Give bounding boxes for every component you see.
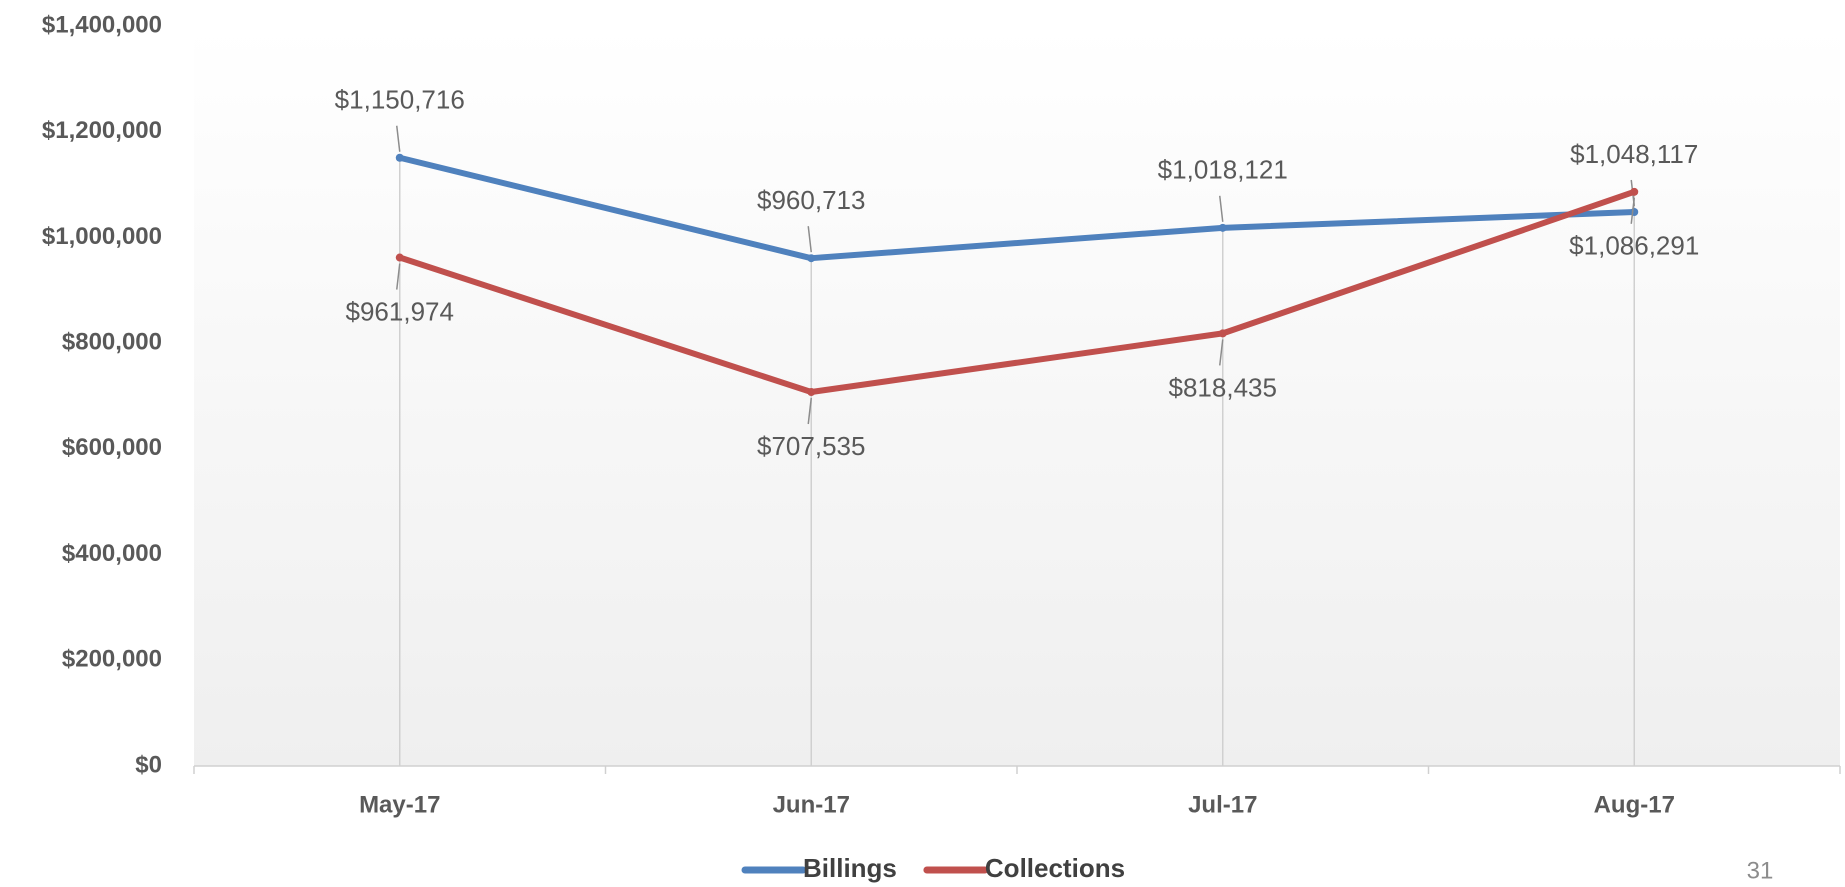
data-label: $960,713	[757, 185, 865, 215]
data-point	[1218, 329, 1227, 338]
legend-label: Collections	[985, 853, 1125, 883]
leader-line	[807, 226, 812, 253]
y-tick-label: $400,000	[62, 540, 162, 567]
y-tick-label: $600,000	[62, 434, 162, 461]
data-label: $707,535	[757, 431, 865, 461]
data-label: $961,974	[346, 296, 454, 326]
y-tick-label: $1,200,000	[42, 117, 162, 144]
data-point	[807, 388, 816, 397]
y-tick-label: $0	[135, 751, 162, 778]
data-point	[1218, 223, 1227, 232]
data-label: $1,150,716	[335, 85, 465, 115]
series-line	[396, 188, 1638, 396]
data-label: $818,435	[1169, 372, 1277, 402]
data-point	[1630, 207, 1639, 216]
legend-label: Billings	[803, 853, 897, 883]
data-point	[1630, 187, 1639, 196]
series-line	[396, 154, 1638, 262]
leader-line	[1630, 197, 1635, 224]
leader-line	[1219, 339, 1224, 366]
leader-line	[1219, 195, 1224, 222]
x-tick-label: Jul-17	[1188, 791, 1257, 818]
plot-area	[194, 26, 1840, 766]
leader-line	[396, 125, 401, 152]
data-label: $1,018,121	[1158, 155, 1288, 185]
data-label: $1,086,291	[1569, 231, 1699, 261]
data-label: $1,048,117	[1570, 139, 1698, 169]
y-tick-label: $800,000	[62, 328, 162, 355]
y-tick-label: $1,000,000	[42, 223, 162, 250]
page-number: 31	[1747, 857, 1774, 884]
leader-line	[807, 397, 812, 425]
y-tick-label: $1,400,000	[42, 11, 162, 38]
x-tick-label: Jun-17	[773, 791, 850, 818]
data-point	[395, 253, 404, 262]
x-tick-label: Aug-17	[1594, 791, 1675, 818]
data-point	[807, 254, 816, 263]
x-tick-label: May-17	[359, 791, 440, 818]
y-tick-label: $200,000	[62, 646, 162, 673]
leader-line	[396, 263, 401, 290]
data-point	[395, 153, 404, 162]
